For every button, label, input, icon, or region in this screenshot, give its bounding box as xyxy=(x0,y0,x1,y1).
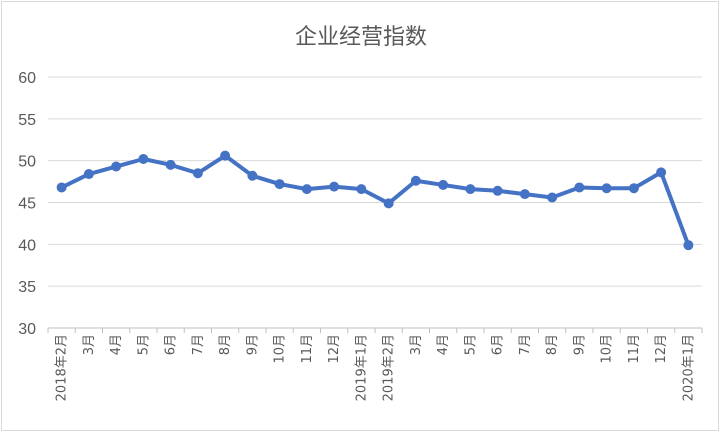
x-tick-label: 4月 xyxy=(436,334,451,355)
data-point xyxy=(465,184,476,195)
x-tick-label: 6月 xyxy=(164,334,179,355)
data-point xyxy=(519,189,530,200)
data-point xyxy=(410,175,421,186)
x-tick-label: 11月 xyxy=(300,334,315,364)
y-tick-label: 50 xyxy=(18,154,36,171)
data-point xyxy=(574,182,585,193)
y-tick-label: 55 xyxy=(18,112,36,129)
data-point xyxy=(656,167,667,178)
y-tick-label: 45 xyxy=(18,196,36,213)
x-tick-label: 2018年2月 xyxy=(55,334,70,401)
x-tick-label: 7月 xyxy=(518,334,533,355)
x-tick-label: 12月 xyxy=(327,334,342,364)
series-layer xyxy=(56,150,694,251)
grid-lines xyxy=(47,76,703,333)
data-point xyxy=(438,179,449,190)
y-tick-label: 40 xyxy=(18,237,36,254)
data-point xyxy=(83,169,94,180)
data-point xyxy=(220,150,231,161)
data-point xyxy=(301,184,312,195)
y-axis-ticks: 30 35 40 45 50 55 60 xyxy=(18,70,36,338)
x-tick-label: 9月 xyxy=(572,334,587,355)
data-point xyxy=(628,183,639,194)
y-tick-label: 30 xyxy=(18,321,36,338)
y-tick-label: 60 xyxy=(18,70,36,87)
x-tick-label: 5月 xyxy=(136,334,151,355)
data-point xyxy=(247,170,258,181)
data-point xyxy=(601,183,612,194)
chart-title: 企业经营指数 xyxy=(295,25,427,50)
x-tick-label: 10月 xyxy=(600,334,615,364)
data-point xyxy=(383,198,394,209)
data-point xyxy=(356,184,367,195)
x-tick-label: 8月 xyxy=(218,334,233,355)
x-tick-label: 2019年1月 xyxy=(354,334,369,401)
data-point xyxy=(138,153,149,164)
x-tick-label: 6月 xyxy=(491,334,506,355)
x-tick-label: 8月 xyxy=(545,334,560,355)
data-point xyxy=(492,185,503,196)
x-tick-label: 2019年2月 xyxy=(382,334,397,401)
data-point xyxy=(165,159,176,170)
data-point xyxy=(192,168,203,179)
data-point xyxy=(683,240,694,251)
x-tick-label: 2020年1月 xyxy=(681,334,696,401)
data-point xyxy=(56,182,67,193)
x-tick-label: 5月 xyxy=(463,334,478,355)
x-tick-label: 9月 xyxy=(245,334,260,355)
y-tick-label: 35 xyxy=(18,279,36,296)
x-tick-label: 3月 xyxy=(409,334,424,355)
series-line xyxy=(59,153,691,248)
x-tick-label: 10月 xyxy=(273,334,288,364)
x-tick-label: 3月 xyxy=(82,334,97,355)
data-point xyxy=(547,192,558,203)
x-tick-label: 12月 xyxy=(654,334,669,364)
x-tick-label: 4月 xyxy=(109,334,124,355)
x-tick-label: 11月 xyxy=(627,334,642,364)
data-point xyxy=(329,181,340,192)
data-point xyxy=(274,179,285,190)
x-axis-ticks: 2018年2月 3月 4月 5月 6月 7月 8月 9月 10月 11月 12月 2019年1月 201… xyxy=(55,334,697,401)
x-tick-label: 7月 xyxy=(191,334,206,355)
data-point xyxy=(111,161,122,172)
